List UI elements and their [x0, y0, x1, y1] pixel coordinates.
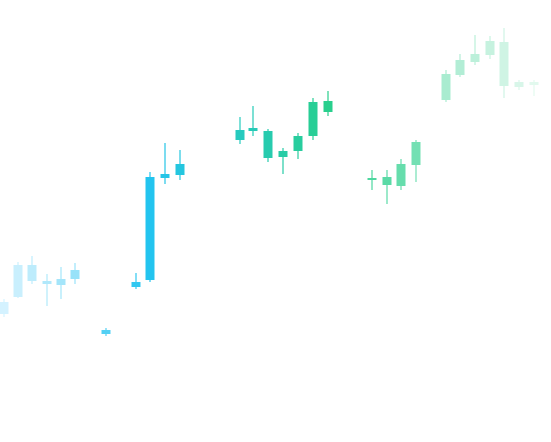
candle-body — [248, 128, 258, 131]
candle-body — [27, 265, 37, 281]
candle-body — [396, 164, 406, 186]
candle-16 — [293, 133, 303, 159]
candle-body — [455, 60, 465, 75]
candle-body — [499, 42, 509, 86]
candle-body — [42, 281, 52, 284]
candle-28 — [514, 80, 524, 90]
candle-body — [0, 302, 9, 314]
candle-body — [441, 74, 451, 100]
candle-body — [470, 54, 480, 62]
candle-10 — [160, 143, 170, 184]
candle-3 — [27, 256, 37, 284]
candle-7 — [101, 328, 111, 336]
candle-26 — [485, 36, 495, 59]
candle-body — [13, 265, 23, 297]
candle-24 — [455, 54, 465, 77]
candle-body — [101, 330, 111, 334]
candle-body — [131, 282, 141, 287]
candle-29 — [529, 80, 539, 96]
candle-23 — [441, 70, 451, 102]
candle-body — [70, 270, 80, 279]
candle-13 — [248, 106, 258, 136]
candle-14 — [263, 129, 273, 162]
candle-body — [485, 41, 495, 55]
candle-body — [514, 82, 524, 87]
candles-layer — [0, 28, 539, 336]
candle-6 — [70, 263, 80, 284]
candle-9 — [145, 172, 155, 282]
candle-15 — [278, 148, 288, 174]
candle-17 — [308, 98, 318, 140]
candle-11 — [175, 150, 185, 180]
candle-body — [160, 174, 170, 178]
candle-4 — [42, 274, 52, 306]
candle-22 — [411, 140, 421, 182]
candle-25 — [470, 35, 480, 65]
candle-body — [308, 102, 318, 136]
candle-body — [175, 164, 185, 175]
candle-body — [367, 178, 377, 180]
candle-1 — [0, 299, 9, 317]
candle-8 — [131, 273, 141, 289]
candle-19 — [367, 170, 377, 190]
candle-18 — [323, 91, 333, 116]
candle-body — [293, 136, 303, 151]
candle-20 — [382, 170, 392, 204]
candle-body — [263, 131, 273, 158]
candle-body — [382, 177, 392, 185]
candle-body — [323, 101, 333, 112]
candle-21 — [396, 159, 406, 190]
candle-body — [235, 130, 245, 140]
candle-27 — [499, 28, 509, 98]
candle-body — [56, 279, 66, 285]
candle-body — [411, 142, 421, 165]
candle-body — [278, 151, 288, 157]
candle-12 — [235, 117, 245, 144]
candle-body — [145, 177, 155, 280]
candle-2 — [13, 262, 23, 298]
candle-body — [529, 82, 539, 85]
candle-5 — [56, 267, 66, 299]
